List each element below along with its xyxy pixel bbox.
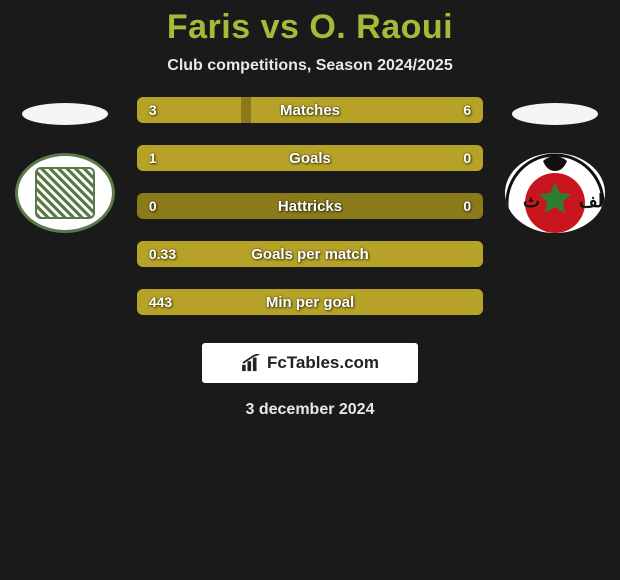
stat-row-matches: 3 Matches 6	[137, 97, 483, 123]
bar-chart-icon	[241, 354, 263, 372]
brand-badge[interactable]: FcTables.com	[202, 343, 418, 383]
stat-value-right: 6	[463, 102, 471, 118]
right-club-badge: FUS ث لف	[505, 153, 605, 233]
stat-value-right: 0	[463, 198, 471, 214]
svg-text:لف: لف	[579, 191, 603, 211]
club-crest-icon: FUS ث لف	[505, 153, 605, 233]
left-club-badge	[15, 153, 115, 233]
page-title: Faris vs O. Raoui	[0, 8, 620, 47]
stat-row-hattricks: 0 Hattricks 0	[137, 193, 483, 219]
right-player-column: FUS ث لف	[501, 97, 608, 233]
stat-value-right: 0	[463, 150, 471, 166]
brand-text: FcTables.com	[267, 353, 379, 373]
footer-date: 3 december 2024	[0, 401, 620, 419]
stat-label: Goals	[137, 150, 483, 167]
stat-label: Matches	[137, 102, 483, 119]
club-right-label: FUS	[539, 232, 571, 233]
right-country-flag	[512, 103, 598, 125]
comparison-card: Faris vs O. Raoui Club competitions, Sea…	[0, 0, 620, 419]
stat-label: Min per goal	[137, 294, 483, 311]
comparison-area: 3 Matches 6 1 Goals 0 0 Hattricks 0	[0, 97, 620, 315]
stat-label: Hattricks	[137, 198, 483, 215]
stats-column: 3 Matches 6 1 Goals 0 0 Hattricks 0	[137, 97, 483, 315]
stat-row-goals-per-match: 0.33 Goals per match	[137, 241, 483, 267]
page-subtitle: Club competitions, Season 2024/2025	[0, 57, 620, 75]
left-player-column	[12, 97, 119, 233]
left-country-flag	[22, 103, 108, 125]
stat-row-goals: 1 Goals 0	[137, 145, 483, 171]
svg-text:ث: ث	[523, 191, 540, 211]
stat-label: Goals per match	[137, 246, 483, 263]
crest-icon	[35, 167, 95, 219]
stat-row-min-per-goal: 443 Min per goal	[137, 289, 483, 315]
